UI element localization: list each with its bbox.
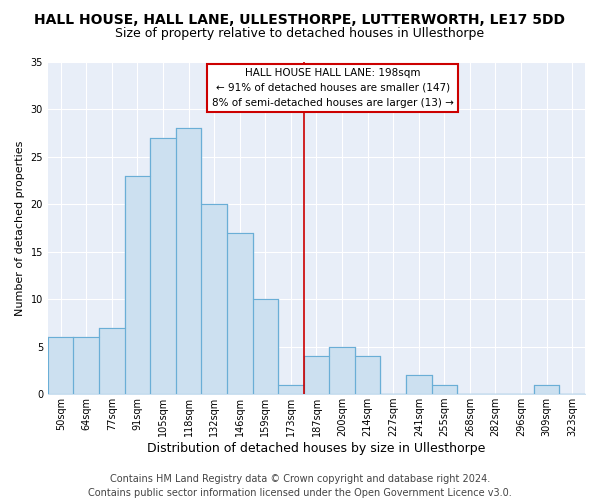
X-axis label: Distribution of detached houses by size in Ullesthorpe: Distribution of detached houses by size …: [147, 442, 485, 455]
Y-axis label: Number of detached properties: Number of detached properties: [15, 140, 25, 316]
Text: HALL HOUSE, HALL LANE, ULLESTHORPE, LUTTERWORTH, LE17 5DD: HALL HOUSE, HALL LANE, ULLESTHORPE, LUTT…: [35, 12, 566, 26]
Text: Size of property relative to detached houses in Ullesthorpe: Size of property relative to detached ho…: [115, 28, 485, 40]
Text: HALL HOUSE HALL LANE: 198sqm
← 91% of detached houses are smaller (147)
8% of se: HALL HOUSE HALL LANE: 198sqm ← 91% of de…: [212, 68, 454, 108]
Text: Contains HM Land Registry data © Crown copyright and database right 2024.
Contai: Contains HM Land Registry data © Crown c…: [88, 474, 512, 498]
